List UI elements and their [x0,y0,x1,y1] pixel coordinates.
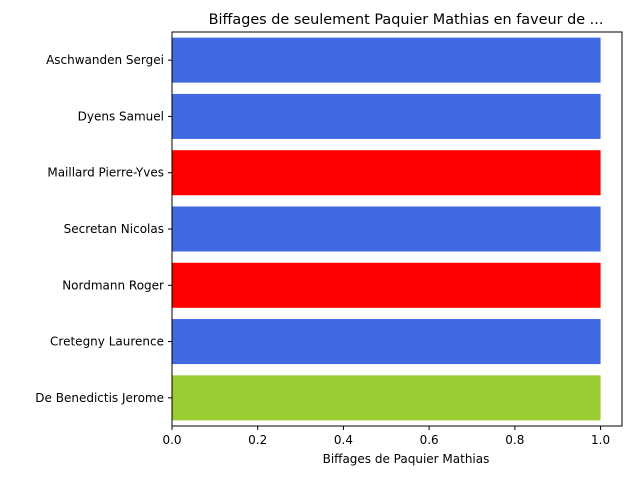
y-axis-ticks: Aschwanden Sergei Dyens Samuel Maillard Pi… [35,53,172,405]
y-tick-label: De Benedictis Jerome [35,391,164,405]
x-tick-label: 0.6 [420,433,439,447]
y-tick-label: Nordmann Roger [62,278,164,292]
bar [172,150,601,196]
y-tick-label: Aschwanden Sergei [46,53,164,67]
y-tick-label: Dyens Samuel [78,109,164,123]
plot-frame [171,31,623,427]
y-tick-label: Cretegny Laurence [50,335,164,349]
x-axis-ticks: 0.0 0.2 0.4 0.6 0.8 1.0 [162,426,610,447]
x-tick-label: 0.0 [162,433,181,447]
bar [172,319,601,365]
bars-group [172,37,601,421]
bar [172,37,601,83]
y-tick-label: Maillard Pierre-Yves [47,166,164,180]
x-tick-label: 0.4 [334,433,353,447]
bar [172,375,601,421]
x-tick-label: 1.0 [591,433,610,447]
x-tick-label: 0.2 [248,433,267,447]
x-axis-label: Biffages de Paquier Mathias [323,452,490,466]
y-tick-label: Secretan Nicolas [64,222,164,236]
x-tick-label: 0.8 [505,433,524,447]
chart-title: Biffages de seulement Paquier Mathias en… [209,12,604,28]
bar [172,262,601,308]
bar [172,93,601,139]
bar [172,206,601,252]
